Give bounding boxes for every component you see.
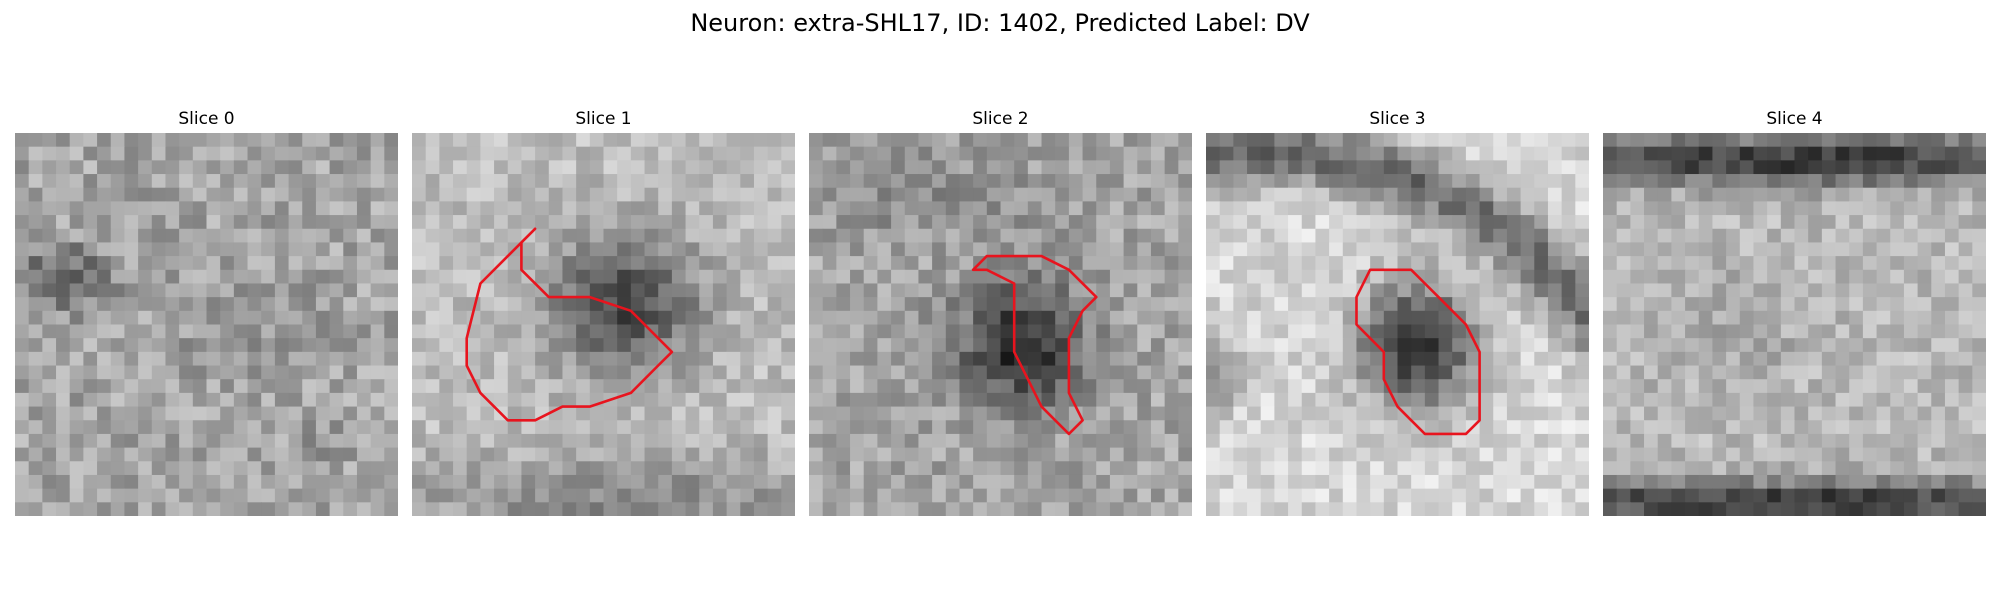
slice-title-2: Slice 2: [972, 109, 1029, 129]
cell-contour-1: [465, 227, 674, 422]
slice-image-4: [1603, 133, 1986, 516]
slice-panel-1: Slice 1: [412, 0, 795, 600]
slice-image-1: [412, 133, 795, 516]
slice-image-0: [15, 133, 398, 516]
slice-image-3: [1206, 133, 1589, 516]
cell-contour-3: [1355, 268, 1481, 436]
slice-title-4: Slice 4: [1766, 109, 1823, 129]
slice-title-3: Slice 3: [1369, 109, 1426, 129]
slice-panel-0: Slice 0: [15, 0, 398, 600]
cell-contour-2: [971, 254, 1098, 436]
slice-panel-4: Slice 4: [1603, 0, 1986, 600]
slice-panel-2: Slice 2: [809, 0, 1192, 600]
slice-title-0: Slice 0: [178, 109, 235, 129]
figure-title: Neuron: extra-SHL17, ID: 1402, Predicted…: [690, 9, 1310, 37]
slice-title-1: Slice 1: [575, 109, 632, 129]
slice-panel-3: Slice 3: [1206, 0, 1589, 600]
slice-image-2: [809, 133, 1192, 516]
